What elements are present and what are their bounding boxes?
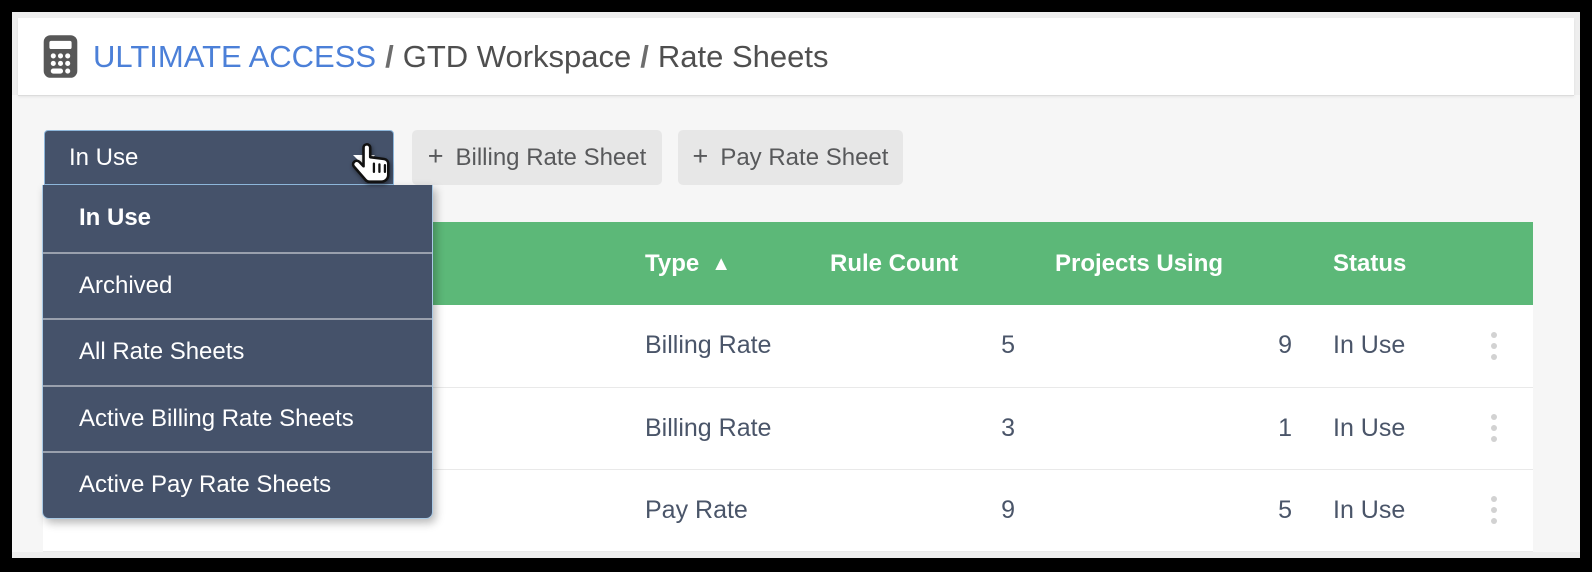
breadcrumb-current-page: Rate Sheets xyxy=(657,38,829,74)
column-header-rule-count[interactable]: Rule Count xyxy=(815,222,1035,305)
add-billing-rate-sheet-button[interactable]: + Billing Rate Sheet xyxy=(412,130,662,185)
status-cell: In Use xyxy=(1315,305,1455,388)
status-cell: In Use xyxy=(1315,469,1455,552)
column-header-status[interactable]: Status xyxy=(1315,222,1455,305)
breadcrumb-separator: / xyxy=(640,38,649,74)
plus-icon: + xyxy=(692,141,709,171)
column-header-type-label: Type xyxy=(645,249,700,277)
dropdown-option-all-rate-sheets[interactable]: All Rate Sheets xyxy=(43,318,432,385)
rate-sheet-type-cell: Pay Rate xyxy=(628,469,815,552)
sort-ascending-icon: ▲ xyxy=(711,252,732,275)
add-billing-rate-sheet-label: Billing Rate Sheet xyxy=(455,143,647,171)
rate-sheet-filter-dropdown[interactable]: In Use xyxy=(44,130,394,185)
status-cell: In Use xyxy=(1315,387,1455,470)
dropdown-option-archived[interactable]: Archived xyxy=(43,251,432,319)
rule-count-cell: 5 xyxy=(815,305,1035,388)
filter-dropdown-menu: In Use Archived All Rate Sheets Active B… xyxy=(42,185,433,519)
row-actions-kebab-icon[interactable] xyxy=(1482,326,1506,366)
dropdown-option-in-use[interactable]: In Use xyxy=(79,204,152,232)
projects-using-cell: 1 xyxy=(1035,387,1315,470)
rate-sheet-type-cell: Billing Rate xyxy=(628,305,815,388)
top-header-bar: ULTIMATE ACCESS / GTD Workspace / Rate S… xyxy=(18,18,1574,95)
rate-sheet-type-cell: Billing Rate xyxy=(628,387,815,470)
column-header-type[interactable]: Type ▲ xyxy=(628,222,815,305)
rule-count-cell: 9 xyxy=(815,469,1035,552)
row-actions-kebab-icon[interactable] xyxy=(1482,490,1506,530)
chevron-down-icon xyxy=(353,155,375,166)
main-content: In Use In Use Archived All Rate Sheets A… xyxy=(12,95,1580,552)
breadcrumb: ULTIMATE ACCESS / GTD Workspace / Rate S… xyxy=(93,39,828,75)
filter-selected-value: In Use xyxy=(69,143,139,171)
row-actions-kebab-icon[interactable] xyxy=(1482,408,1506,448)
dropdown-option-active-billing-rate-sheets[interactable]: Active Billing Rate Sheets xyxy=(43,384,432,452)
projects-using-cell: 9 xyxy=(1035,305,1315,388)
calculator-icon xyxy=(42,34,79,79)
column-header-actions xyxy=(1455,222,1533,305)
column-header-projects-using[interactable]: Projects Using xyxy=(1035,222,1315,305)
app-window: ULTIMATE ACCESS / GTD Workspace / Rate S… xyxy=(12,12,1580,558)
rule-count-cell: 3 xyxy=(815,387,1035,470)
add-pay-rate-sheet-button[interactable]: + Pay Rate Sheet xyxy=(678,130,903,185)
plus-icon: + xyxy=(427,141,444,171)
dropdown-option-active-pay-rate-sheets[interactable]: Active Pay Rate Sheets xyxy=(43,451,432,518)
add-pay-rate-sheet-label: Pay Rate Sheet xyxy=(720,143,889,171)
breadcrumb-app-link[interactable]: ULTIMATE ACCESS xyxy=(93,38,377,74)
breadcrumb-separator: / xyxy=(385,38,394,74)
projects-using-cell: 5 xyxy=(1035,469,1315,552)
breadcrumb-workspace-link[interactable]: GTD Workspace xyxy=(402,38,632,74)
